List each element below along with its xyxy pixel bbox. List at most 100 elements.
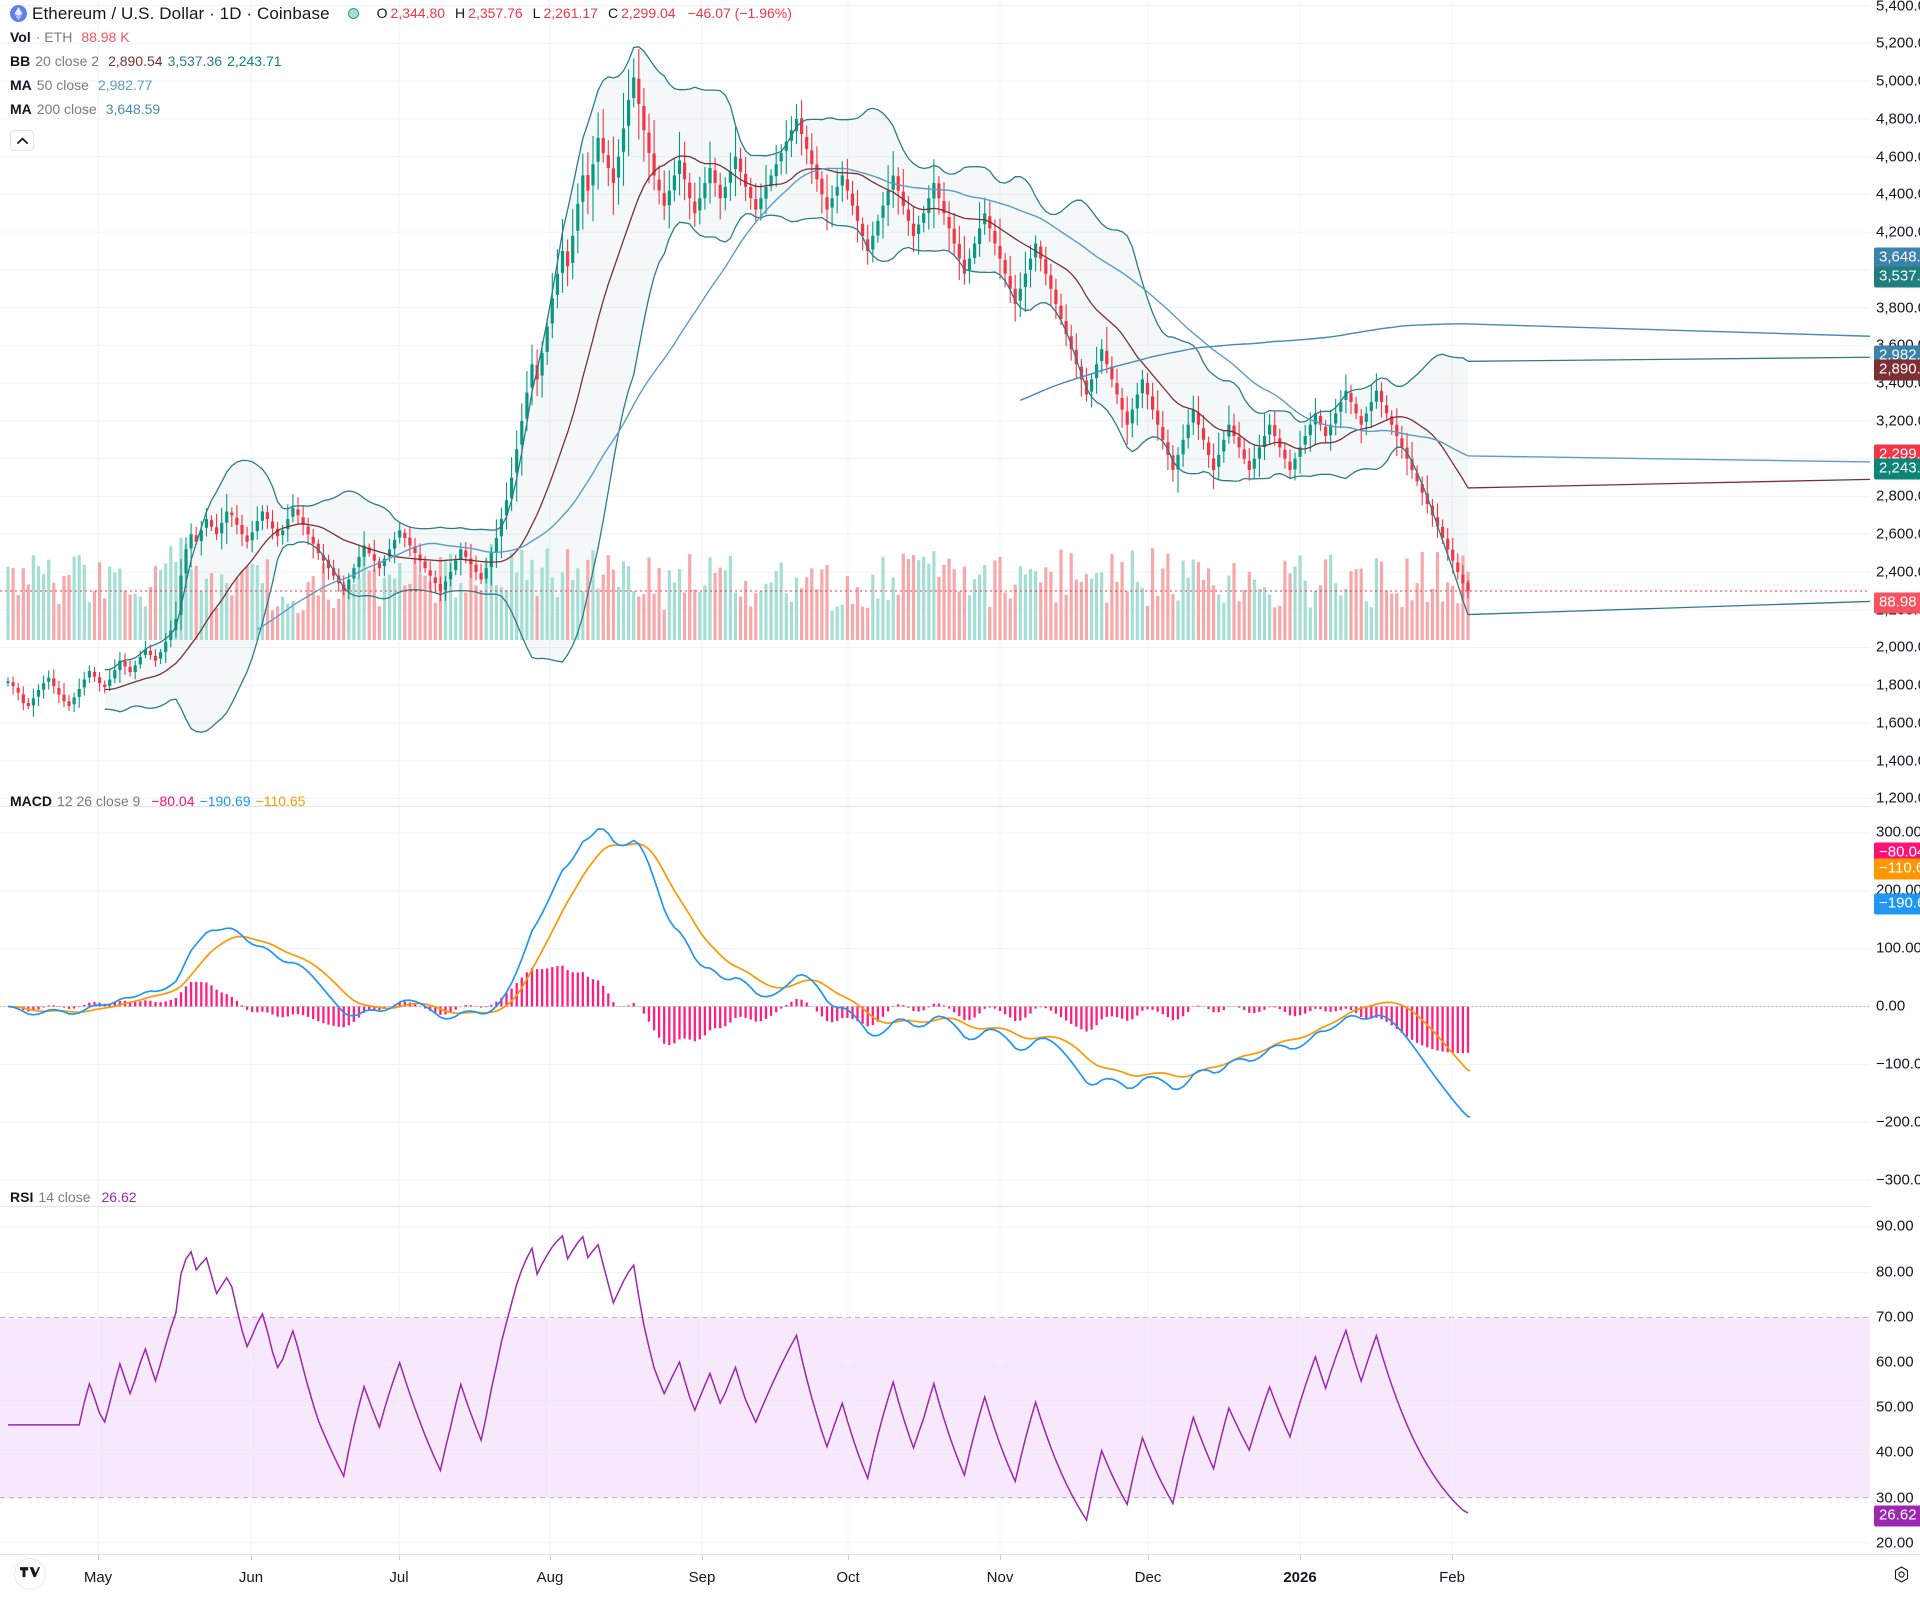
rsi-chart-canvas[interactable]: [0, 1207, 1870, 1554]
time-label-2026: 2026: [1283, 1569, 1317, 1586]
time-tick: [1452, 1555, 1453, 1560]
price-tick-180000: 1,800.00: [1876, 676, 1920, 694]
bb-upper-badge[interactable]: 3,537.36: [1874, 266, 1920, 288]
rsi-tick-9000: 90.00: [1876, 1217, 1914, 1235]
price-tick-160000: 1,600.00: [1876, 714, 1920, 732]
macd-signal-badge[interactable]: −110.65: [1874, 858, 1920, 880]
chevron-up-icon: [16, 137, 28, 144]
rsi-tick-7000: 70.00: [1876, 1308, 1914, 1326]
change-value: −46.07 (−1.96%): [687, 5, 792, 21]
high-value: 2,357.76: [468, 5, 523, 21]
ma200-value: 3,648.59: [105, 101, 161, 117]
ma50-study-row[interactable]: MA 50 close 2,982.77: [10, 76, 792, 95]
ma200-price-badge[interactable]: 3,648.59: [1874, 247, 1920, 269]
time-tick: [1000, 1555, 1001, 1560]
time-tick: [848, 1555, 849, 1560]
bb-basis-value: 2,890.54: [108, 53, 163, 69]
macd-hist-badge[interactable]: −80.04: [1874, 842, 1920, 864]
macd-tick-20000: 200.00: [1876, 881, 1920, 899]
bb-study-params: 20 close 2: [35, 53, 100, 69]
time-tick: [251, 1555, 252, 1560]
rsi-value-badge[interactable]: 26.62: [1874, 1505, 1920, 1527]
price-pane[interactable]: [0, 0, 1870, 806]
close-label: C: [607, 5, 619, 21]
price-tick-260000: 2,600.00: [1876, 525, 1920, 543]
ma50-value: 2,982.77: [97, 77, 153, 93]
price-chart-canvas[interactable]: [0, 0, 1870, 806]
time-tick: [1148, 1555, 1149, 1560]
price-tick-420000: 4,200.00: [1876, 223, 1920, 241]
price-tick-220000: 2,200.00: [1876, 601, 1920, 619]
macd-line-value: −190.69: [199, 793, 251, 809]
price-tick-540000: 5,400.00: [1876, 0, 1920, 15]
price-tick-320000: 3,200.00: [1876, 412, 1920, 430]
open-value: 2,344.80: [390, 5, 446, 21]
time-label-sep: Sep: [688, 1569, 716, 1586]
price-tick-340000: 3,400.00: [1876, 374, 1920, 392]
ma50-study-name: MA: [10, 77, 32, 93]
ma50-price-badge[interactable]: 2,982.77: [1874, 345, 1920, 367]
ma200-study-row[interactable]: MA 200 close 3,648.59: [10, 100, 792, 119]
price-tick-460000: 4,600.00: [1876, 148, 1920, 166]
rsi-pane[interactable]: [0, 1206, 1870, 1554]
symbol-row[interactable]: Ethereum / U.S. Dollar · 1D · Coinbase O…: [10, 4, 792, 23]
time-label-oct: Oct: [836, 1569, 860, 1586]
time-tick: [98, 1555, 99, 1560]
time-label-feb: Feb: [1439, 1569, 1465, 1586]
time-label-jul: Jul: [389, 1569, 409, 1586]
rsi-legend[interactable]: RSI 14 close 26.62: [10, 1188, 137, 1207]
bb-upper-value: 3,537.36: [167, 53, 223, 69]
ma50-study-params: 50 close: [36, 77, 89, 93]
ma200-study-params: 200 close: [36, 101, 97, 117]
time-label-nov: Nov: [986, 1569, 1014, 1586]
collapse-legend-button[interactable]: [10, 130, 34, 151]
macd-tick-30000: 300.00: [1876, 823, 1920, 841]
macd-study-row[interactable]: MACD 12 26 close 9 −80.04 −190.69 −110.6…: [10, 792, 305, 811]
timezone-clock-button[interactable]: [1890, 1563, 1912, 1585]
time-tick: [550, 1555, 551, 1560]
market-open-dot: [347, 8, 359, 19]
price-tick-380000: 3,800.00: [1876, 299, 1920, 317]
tradingview-logo-icon: [20, 1567, 40, 1578]
price-tick-480000: 4,800.00: [1876, 110, 1920, 128]
rsi-study-name: RSI: [10, 1189, 34, 1205]
macd-pane[interactable]: [0, 806, 1870, 1206]
macd-signal-value: −110.65: [255, 793, 306, 809]
price-tick-200000: 2,000.00: [1876, 638, 1920, 656]
time-label-may: May: [83, 1569, 113, 1586]
macd-tick-000: 0.00: [1876, 997, 1906, 1015]
volume-study-value: 88.98 K: [81, 29, 130, 45]
price-tick-120000: 1,200.00: [1876, 789, 1920, 807]
time-tick: [1300, 1555, 1301, 1560]
volume-study-row[interactable]: Vol · ETH 88.98 K: [10, 28, 792, 47]
volume-badge[interactable]: 88.98 K: [1874, 592, 1920, 614]
price-tick-400000: 4,000.00: [1876, 261, 1920, 279]
low-value: 2,261.17: [543, 5, 598, 21]
rsi-tick-4000: 40.00: [1876, 1443, 1914, 1461]
ohlc-values: O 2,344.80 H 2,357.76 L 2,261.17 C 2,299.04 …: [377, 4, 792, 23]
high-label: H: [455, 5, 466, 21]
macd-line-badge[interactable]: −190.69: [1874, 893, 1920, 915]
rsi-tick-8000: 80.00: [1876, 1263, 1914, 1281]
macd-chart-canvas[interactable]: [0, 807, 1870, 1206]
macd-legend[interactable]: MACD 12 26 close 9 −80.04 −190.69 −110.6…: [10, 792, 305, 811]
time-axis[interactable]: May Jun Jul Aug Sep Oct Nov Dec 2026 Feb: [0, 1554, 1920, 1600]
macd-study-params: 12 26 close 9: [57, 793, 141, 809]
bb-basis-badge[interactable]: 2,890.54: [1874, 359, 1920, 381]
macd-tick-10000: 100.00: [1876, 939, 1920, 957]
last-price-badge[interactable]: 2,299.04: [1874, 444, 1920, 466]
price-tick-520000: 5,200.00: [1876, 34, 1920, 52]
bb-lower-badge[interactable]: 2,243.71: [1874, 458, 1920, 480]
time-tick: [399, 1555, 400, 1560]
bb-lower-value: 2,243.71: [227, 53, 282, 69]
bb-study-row[interactable]: BB 20 close 2 2,890.54 3,537.36 2,243.71: [10, 52, 792, 71]
tradingview-logo[interactable]: [14, 1558, 46, 1590]
rsi-tick-5000: 50.00: [1876, 1398, 1914, 1416]
rsi-study-row[interactable]: RSI 14 close 26.62: [10, 1188, 137, 1207]
time-tick: [702, 1555, 703, 1560]
price-tick-280000: 2,800.00: [1876, 487, 1920, 505]
ethereum-icon: [10, 5, 27, 22]
rsi-tick-2000: 20.00: [1876, 1534, 1914, 1552]
rsi-value: 26.62: [101, 1189, 137, 1205]
